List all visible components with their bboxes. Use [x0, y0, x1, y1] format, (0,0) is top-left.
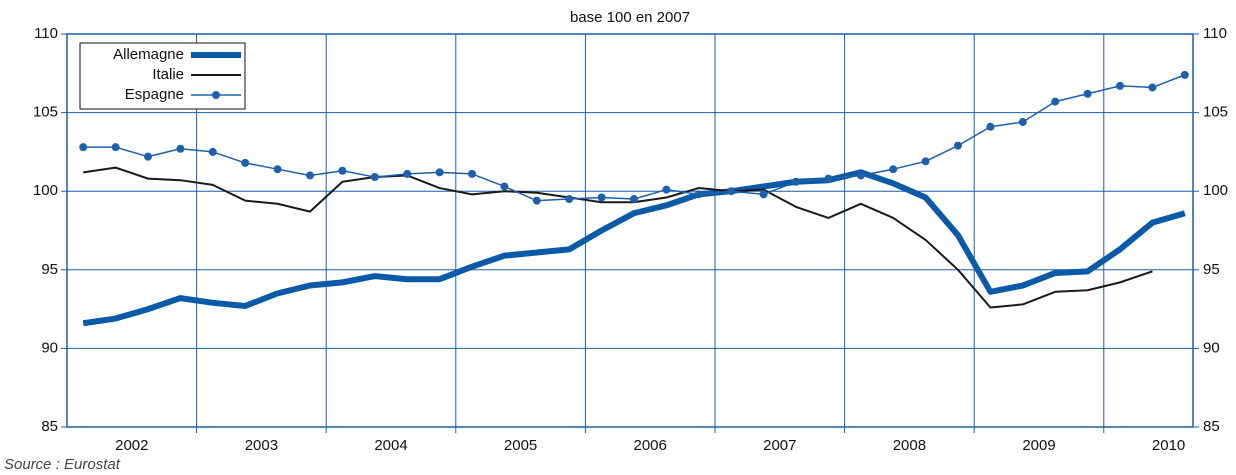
series-marker — [338, 166, 347, 175]
series-marker — [79, 143, 88, 152]
x-tick-label: 2007 — [763, 437, 796, 454]
legend-label: Espagne — [125, 86, 184, 103]
series-marker — [176, 144, 185, 153]
series-marker — [889, 165, 898, 174]
series-marker — [273, 165, 282, 174]
series-marker — [727, 187, 736, 196]
y2-tick-label: 100 — [1203, 182, 1228, 199]
series-marker — [208, 147, 217, 156]
series-marker — [986, 122, 995, 131]
y-tick-label: 85 — [41, 418, 58, 435]
series-marker — [630, 195, 638, 204]
x-tick-label: 2010 — [1152, 437, 1185, 454]
series-marker — [792, 177, 800, 186]
series-marker — [370, 173, 379, 182]
y2-tick-label: 105 — [1203, 104, 1228, 121]
y2-tick-label: 110 — [1203, 25, 1227, 42]
series-marker — [856, 171, 865, 180]
legend-marker — [212, 91, 220, 99]
series-marker — [1051, 97, 1060, 106]
series-marker — [435, 168, 444, 177]
x-tick-label: 2006 — [634, 437, 667, 454]
series-line — [82, 169, 1186, 327]
series-marker — [954, 141, 962, 150]
x-tick-label: 2005 — [504, 437, 537, 454]
series-marker — [759, 190, 768, 199]
series-marker — [662, 185, 671, 194]
y2-tick-label: 95 — [1203, 261, 1220, 278]
series-marker — [144, 152, 152, 161]
plot-frame — [66, 33, 1194, 428]
series-marker — [1018, 118, 1027, 127]
series-marker — [111, 143, 120, 152]
legend: Allemagne Italie Espagne — [79, 42, 246, 110]
legend-label: Italie — [152, 66, 184, 83]
series-marker — [1180, 70, 1189, 79]
legend-label: Allemagne — [113, 46, 184, 63]
y-tick-label: 100 — [33, 182, 58, 199]
x-tick-label: 2003 — [245, 437, 278, 454]
series-marker — [1148, 83, 1157, 92]
series-marker — [500, 182, 509, 191]
series-marker — [597, 193, 606, 202]
x-tick-label: 2002 — [115, 437, 148, 454]
y-tick-label: 90 — [41, 339, 58, 356]
chart-subtitle: base 100 en 2007 — [570, 9, 690, 26]
y-tick-label: 105 — [33, 104, 58, 121]
y-tick-label: 110 — [34, 25, 58, 42]
y-tick-label: 95 — [41, 261, 58, 278]
series-marker — [921, 157, 930, 166]
series-marker — [694, 190, 703, 199]
series-marker — [532, 196, 541, 205]
y2-tick-label: 90 — [1203, 339, 1220, 356]
source-note: Source : Eurostat — [4, 456, 121, 473]
series-line — [83, 166, 1153, 309]
y2-tick-label: 85 — [1203, 418, 1220, 435]
series-marker — [403, 169, 412, 178]
series-marker — [824, 174, 833, 183]
series-marker — [306, 171, 314, 180]
series-marker — [1116, 81, 1124, 90]
series-marker — [468, 169, 476, 178]
x-tick-label: 2009 — [1022, 437, 1055, 454]
series-marker — [1083, 89, 1092, 98]
series-line — [83, 74, 1186, 202]
x-tick-label: 2008 — [893, 437, 926, 454]
x-tick-label: 2004 — [374, 437, 407, 454]
series-marker — [241, 158, 250, 167]
series-marker — [565, 195, 574, 204]
